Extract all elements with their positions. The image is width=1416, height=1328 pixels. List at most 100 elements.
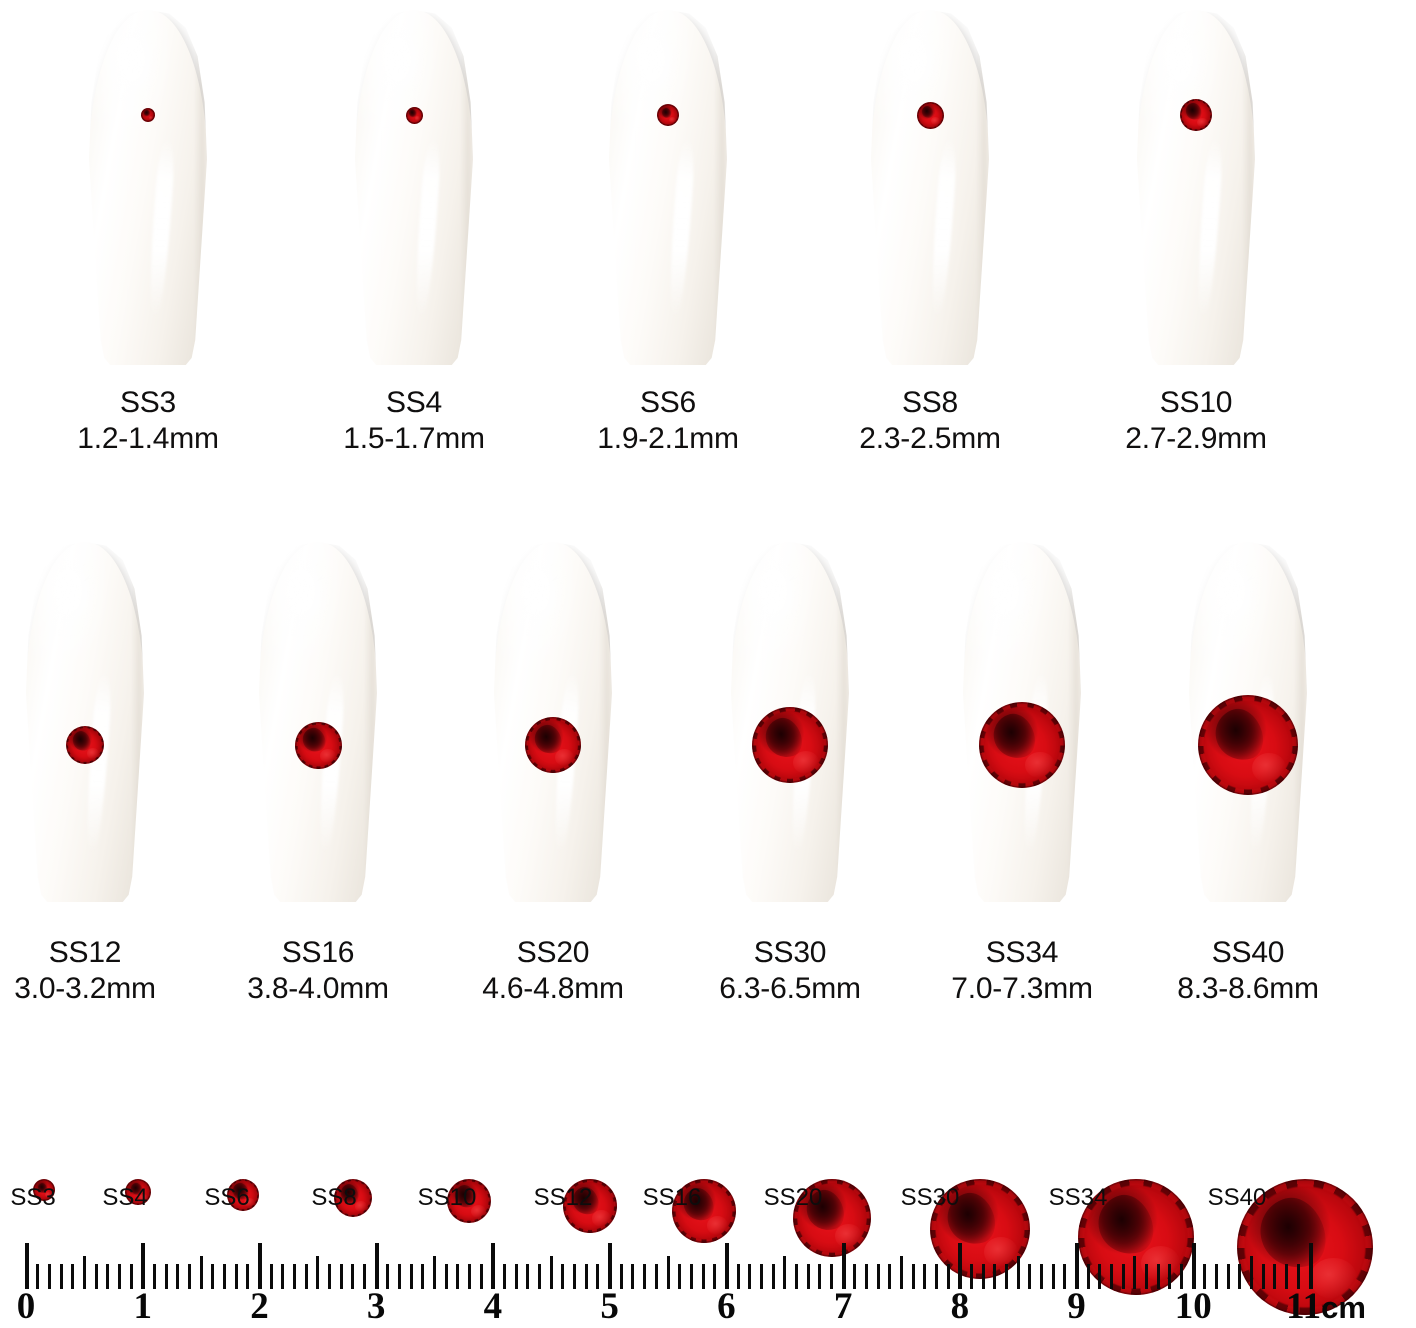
ruler-tick-cm (491, 1243, 496, 1289)
ruler-tick-mm (853, 1264, 857, 1289)
ruler-tick-mm (934, 1264, 938, 1289)
ruler-tick-mm (806, 1264, 810, 1289)
nail-shape (731, 542, 849, 902)
gem-sparkle-icon (86, 748, 100, 760)
ruler-tick-mm (479, 1264, 483, 1289)
nail-tip-ss4 (324, 10, 504, 365)
nail-tip-ss16 (228, 542, 408, 902)
ruler-number-text: 4 (483, 1286, 503, 1327)
nail-shape (26, 542, 144, 902)
ruler-tick-mm (689, 1264, 693, 1289)
ruler-tick-mm (246, 1264, 250, 1289)
nail-size-label-ss8: SS8 2.3-2.5mm (840, 385, 1020, 457)
ruler-tick-mm (327, 1264, 331, 1289)
gem-strip-label: SS4 (102, 1184, 148, 1211)
ruler-numbers: 0 1 2 3 4 5 6 7 8 9 10 11cm (0, 1287, 1416, 1327)
ruler-tick-mm (117, 1264, 121, 1289)
nail-edge-shading (1243, 31, 1253, 337)
ruler-number-3: 3 (367, 1287, 386, 1327)
nail-edge-shading (837, 563, 847, 874)
ruler-number-10: 10 (1175, 1287, 1212, 1327)
gem-strip-label: SS8 (311, 1184, 357, 1211)
ruler-tick-mm (1226, 1264, 1230, 1289)
ruler-tick-cm (257, 1243, 262, 1289)
nail-size-label-ss6: SS6 1.9-2.1mm (578, 385, 758, 457)
nail-tip-ss8 (840, 10, 1020, 365)
nail-gloss-highlight (632, 27, 680, 106)
rhinestone-gem (1237, 1179, 1373, 1315)
nail-edge-shading (1295, 563, 1305, 874)
gem-sparkle-icon (793, 751, 819, 774)
nail-tip-ss10 (1106, 10, 1286, 365)
ruler-tick-mm (1051, 1264, 1055, 1289)
ss-size-text: SS4 (385, 386, 443, 419)
rhinestone-gem (979, 702, 1065, 788)
ruler-tick-cm (958, 1243, 963, 1289)
ruler-number-0: 0 (17, 1287, 36, 1327)
ruler-tick-mm (234, 1264, 238, 1289)
nail-tip-ss12 (0, 542, 175, 902)
nail-edge-shading (461, 31, 471, 337)
ruler-number-text: 3 (366, 1286, 386, 1327)
nail-tip-ss20 (463, 542, 643, 902)
ruler-tick-cm (841, 1243, 846, 1289)
nail-size-label-ss34: SS34 7.0-7.3mm (932, 935, 1112, 1007)
ruler-tick-mm (398, 1264, 402, 1289)
ruler-tick-mm (1005, 1264, 1008, 1289)
ruler-tick-mm (643, 1264, 647, 1289)
nail-gloss-highlight (49, 560, 97, 640)
rhinestone-gem (1198, 695, 1298, 795)
rhinestone-gem (930, 1179, 1030, 1279)
nail-size-label-ss16: SS16 3.8-4.0mm (228, 935, 408, 1007)
nail-gloss-streak (146, 137, 176, 316)
ruler-tick-mm (176, 1264, 180, 1289)
gem-strip-label: SS16 (642, 1184, 702, 1211)
ruler-tick-mm (1203, 1264, 1207, 1289)
nail-shape (355, 10, 473, 365)
ruler-tick-mm (187, 1264, 191, 1289)
ruler-tick-mm (748, 1264, 752, 1289)
mm-range-text: 1.9-2.1mm (597, 422, 739, 455)
ruler-tick-cm (1075, 1243, 1080, 1289)
rhinestone-gem (405, 106, 423, 124)
nail-shape (494, 542, 612, 902)
ruler-tick-cm (374, 1243, 379, 1289)
gem-sparkle-icon (414, 116, 421, 122)
nail-tip-ss40 (1158, 542, 1338, 902)
ruler-tick-mm (1110, 1264, 1114, 1289)
nail-shape (871, 10, 989, 365)
ruler-tick-mm (1098, 1264, 1102, 1289)
rhinestone-gem (672, 1179, 736, 1243)
mm-range-text: 1.5-1.7mm (343, 422, 485, 455)
nail-edge-shading (195, 31, 205, 337)
ruler-tick-mm (759, 1264, 763, 1289)
gem-strip-item-ss3: SS3 (0, 1085, 103, 1215)
gem-strip-label: SS12 (533, 1184, 593, 1211)
ruler-tick-mm (164, 1264, 168, 1289)
ruler-number-text: 2 (250, 1286, 269, 1327)
nail-shape (259, 542, 377, 902)
rhinestone-gem (525, 717, 581, 773)
ruler-tick-mm (351, 1264, 355, 1289)
ss-size-text: SS10 (1159, 386, 1233, 419)
ruler-tick-mm (292, 1264, 296, 1289)
ruler-number-text: 5 (600, 1286, 619, 1327)
gem-strip-item-ss12: SS12 (493, 1085, 633, 1233)
nail-gloss-highlight (112, 27, 160, 106)
ruler-tick-mm (981, 1264, 985, 1289)
gem-sparkle-icon (319, 748, 336, 763)
ruler-tick-mm (561, 1264, 565, 1289)
rhinestone-gem (334, 1179, 372, 1217)
rhinestone-gem (657, 104, 679, 126)
nail-size-label-ss20: SS20 4.6-4.8mm (463, 935, 643, 1007)
ruler-tick-mm (1180, 1264, 1184, 1289)
nail-tip-ss3 (58, 10, 238, 365)
gem-strip-item-ss20: SS20 (723, 1085, 871, 1257)
ruler-tick-mm (946, 1264, 950, 1289)
ruler-tick-mm (1238, 1264, 1242, 1289)
rhinestone-gem (66, 726, 104, 764)
nail-tip-ss6 (578, 10, 758, 365)
nail-shape (89, 10, 207, 365)
ruler-tick-mm (36, 1264, 40, 1289)
ruler-tick-mm (678, 1264, 682, 1289)
